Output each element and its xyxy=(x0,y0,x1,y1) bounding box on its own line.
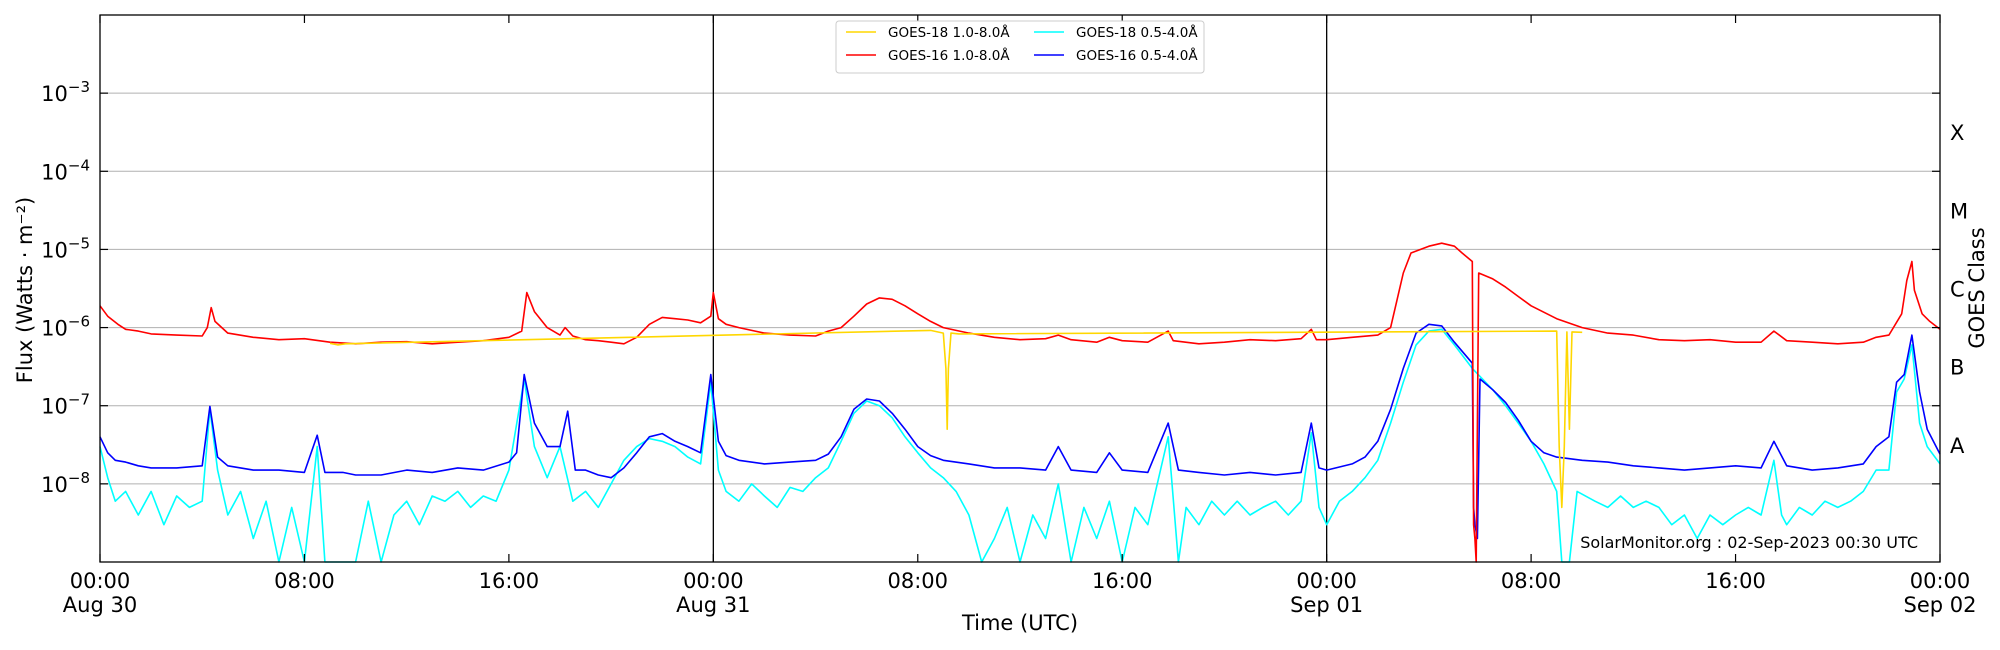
series-line xyxy=(329,329,1583,509)
grid-lines xyxy=(100,15,1940,562)
y-tick-label: 10−6 xyxy=(41,313,90,341)
y-tick-label: 10−4 xyxy=(41,156,90,184)
goes-class-label: C xyxy=(1950,278,1965,302)
plot-frame xyxy=(99,14,1941,563)
x-tick-date-label: Aug 30 xyxy=(63,593,137,617)
x-tick-label: 00:00 xyxy=(683,569,744,593)
series-line xyxy=(99,323,1941,540)
y-tick-label: 10−8 xyxy=(41,469,90,497)
x-tick-label: 08:00 xyxy=(274,569,335,593)
x-tick-label: 08:00 xyxy=(1501,569,1562,593)
x-tick-date-label: Sep 01 xyxy=(1290,593,1363,617)
y-tick-label: 10−3 xyxy=(41,78,90,106)
x-tick-label: 08:00 xyxy=(888,569,949,593)
y-axis-title: Flux (Watts · m⁻²) xyxy=(13,197,37,383)
x-tick-label: 00:00 xyxy=(1910,569,1971,593)
y-tick-label: 10−5 xyxy=(41,234,90,262)
x-tick-label: 16:00 xyxy=(479,569,540,593)
goes-class-label: B xyxy=(1950,356,1964,380)
goes-class-label: A xyxy=(1950,434,1965,458)
x-tick-label: 16:00 xyxy=(1092,569,1153,593)
series-line xyxy=(99,242,1941,563)
goes-class-label: M xyxy=(1950,199,1968,223)
x-tick-date-label: Sep 02 xyxy=(1904,593,1977,617)
x-tick-date-label: Aug 31 xyxy=(676,593,750,617)
legend-label: GOES-16 1.0-8.0Å xyxy=(888,47,1010,64)
x-tick-label: 16:00 xyxy=(1705,569,1766,593)
legend: GOES-18 1.0-8.0Å GOES-16 1.0-8.0Å GOES-18 … xyxy=(835,20,1205,74)
x-tick-label: 00:00 xyxy=(70,569,131,593)
legend-label: GOES-18 0.5-4.0Å xyxy=(1076,24,1198,41)
series-line xyxy=(99,328,1941,563)
x-tick-label: 00:00 xyxy=(1296,569,1357,593)
credit-annotation: SolarMonitor.org : 02-Sep-2023 00:30 UTC xyxy=(1580,533,1918,552)
right-axis-title: GOES Class xyxy=(1965,227,1989,348)
goes-class-label: X xyxy=(1950,121,1964,145)
legend-frame xyxy=(835,20,1205,74)
x-axis-title: Time (UTC) xyxy=(961,611,1078,635)
legend-label: GOES-18 1.0-8.0Å xyxy=(888,24,1010,41)
y-tick-label: 10−7 xyxy=(41,391,90,419)
data-series xyxy=(99,242,1941,563)
legend-label: GOES-16 0.5-4.0Å xyxy=(1076,47,1198,64)
